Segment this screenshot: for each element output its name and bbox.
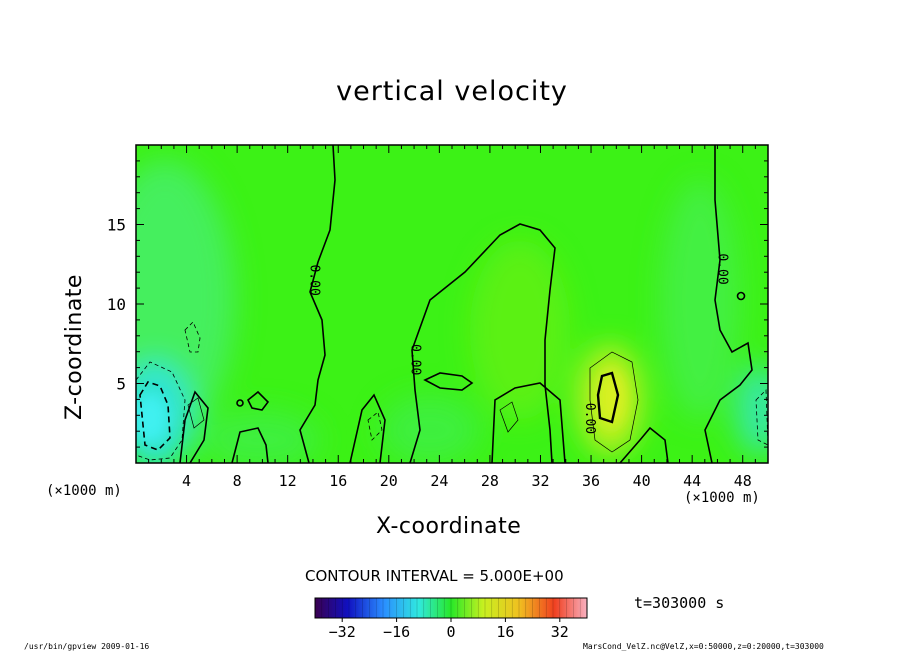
colorbar-segments — [321, 598, 581, 618]
footer-source: MarsCond_VelZ.nc@VelZ,x=0:50000,z=0:2000… — [583, 642, 824, 651]
x-unit-label-right: (×1000 m) — [684, 490, 760, 506]
colorbar-tick-label: 0 — [446, 623, 455, 641]
colorbar-ticks: −32 −16 0 16 32 — [329, 618, 569, 641]
contour-6 — [349, 393, 386, 463]
contour-lines — [179, 145, 753, 463]
chart-title: vertical velocity — [336, 76, 568, 107]
contour-strong-updraft — [596, 371, 620, 424]
x-tick-label: 28 — [481, 472, 499, 490]
contour-labels: 0.00 0.00 0.00 0.00 — [306, 253, 729, 434]
contour-9 — [246, 390, 270, 411]
colorbar-tick-label: 32 — [551, 623, 569, 641]
contour-label: 0.00 — [408, 344, 423, 375]
x-ticks: 4 8 12 16 20 24 28 32 36 40 44 48 — [148, 145, 756, 490]
x-tick-label: 16 — [329, 472, 347, 490]
heatmap-field — [136, 145, 768, 463]
pos-contour-2 — [499, 401, 519, 433]
y-tick-label: 15 — [107, 216, 126, 235]
contour-interval-label: CONTOUR INTERVAL = 5.000E+00 — [305, 567, 564, 585]
neg-contour-3 — [184, 321, 201, 353]
x-tick-label: 40 — [633, 472, 651, 490]
pos-contour-3 — [187, 397, 205, 429]
contour-7 — [491, 382, 566, 463]
neg-contour-2 — [136, 361, 186, 461]
neg-contour-4 — [367, 411, 383, 441]
zero-contour-1 — [299, 145, 336, 463]
x-tick-label: 20 — [380, 472, 398, 490]
y-tick-label: 10 — [107, 295, 126, 314]
contour-10 — [423, 372, 474, 391]
x-tick-label: 44 — [683, 472, 701, 490]
x-tick-label: 12 — [279, 472, 297, 490]
zero-contour-2 — [409, 223, 556, 463]
x-tick-label: 36 — [582, 472, 600, 490]
contour-5 — [231, 427, 269, 463]
colorbar-tick-label: −32 — [329, 623, 356, 641]
x-tick-label: 8 — [233, 472, 242, 490]
y-tick-label: 5 — [116, 375, 126, 394]
time-label: t=303000 s — [634, 594, 725, 612]
contour-label: 0.00 — [715, 253, 730, 284]
y-ticks: 5 10 15 — [107, 160, 768, 448]
x-tick-label: 4 — [182, 472, 191, 490]
contour-8 — [619, 426, 669, 463]
contour-dot — [236, 399, 244, 407]
neg-contour-5 — [755, 389, 768, 446]
x-tick-label: 24 — [430, 472, 448, 490]
x-axis-label: X-coordinate — [376, 514, 522, 539]
contour-dot — [736, 291, 746, 301]
colorbar-tick-label: 16 — [496, 623, 514, 641]
contour-label: 0.00 — [306, 264, 321, 295]
zero-contour-3 — [704, 145, 753, 463]
x-tick-label: 48 — [734, 472, 752, 490]
thin-positive-contours — [187, 351, 639, 453]
x-tick-label: 32 — [531, 472, 549, 490]
pos-contour-1 — [589, 351, 639, 453]
colorbar-tick-label: −16 — [383, 623, 410, 641]
neg-contour-1 — [139, 381, 171, 451]
footer-command: /usr/bin/gpview 2009-01-16 — [24, 642, 150, 651]
contour-4 — [179, 390, 209, 463]
contour-label: 0.00 — [582, 403, 597, 434]
thin-negative-contours — [136, 321, 768, 461]
x-unit-label-left: (×1000 m) — [46, 483, 122, 499]
negative-contours — [139, 381, 171, 451]
